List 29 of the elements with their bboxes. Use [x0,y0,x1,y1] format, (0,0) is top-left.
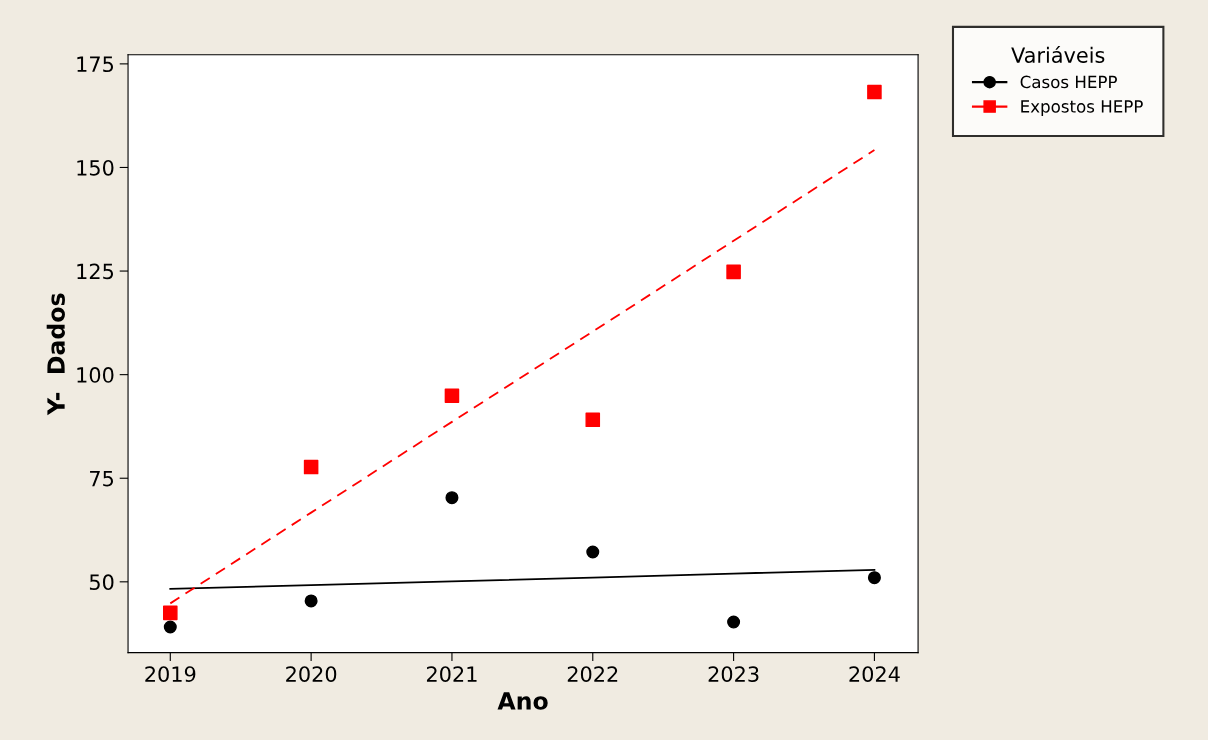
x-tick-label: 2024 [849,666,900,682]
point [867,571,881,585]
x-tick-label: 2022 [567,666,618,682]
point [726,264,741,280]
legend-label: Expostos HEPP [1021,100,1143,116]
y-tick-label: 50 [89,574,114,591]
x-axis-title: Ano [497,692,548,710]
point [445,491,459,505]
point [444,388,460,404]
y-tick-label: 125 [77,263,114,280]
point [727,615,741,629]
point [586,545,600,559]
legend-label: Casos HEPP [1020,75,1117,89]
y-tick-label: 75 [90,470,114,487]
point [304,594,318,608]
point [163,605,178,621]
point [163,620,177,634]
y-axis-title: Y- Dados [46,293,65,416]
y-tick-label: 150 [77,159,114,176]
x-tick-label: 2019 [145,666,196,682]
point [867,84,882,100]
legend-title: Variáveis [1011,46,1105,63]
point [303,459,319,475]
x-tick-label: 2021 [426,666,477,682]
point [585,412,601,428]
x-tick-label: 2023 [708,666,759,682]
y-tick-label: 100 [77,367,114,383]
x-tick-label: 2020 [286,666,337,682]
y-tick-label: 175 [77,56,114,73]
